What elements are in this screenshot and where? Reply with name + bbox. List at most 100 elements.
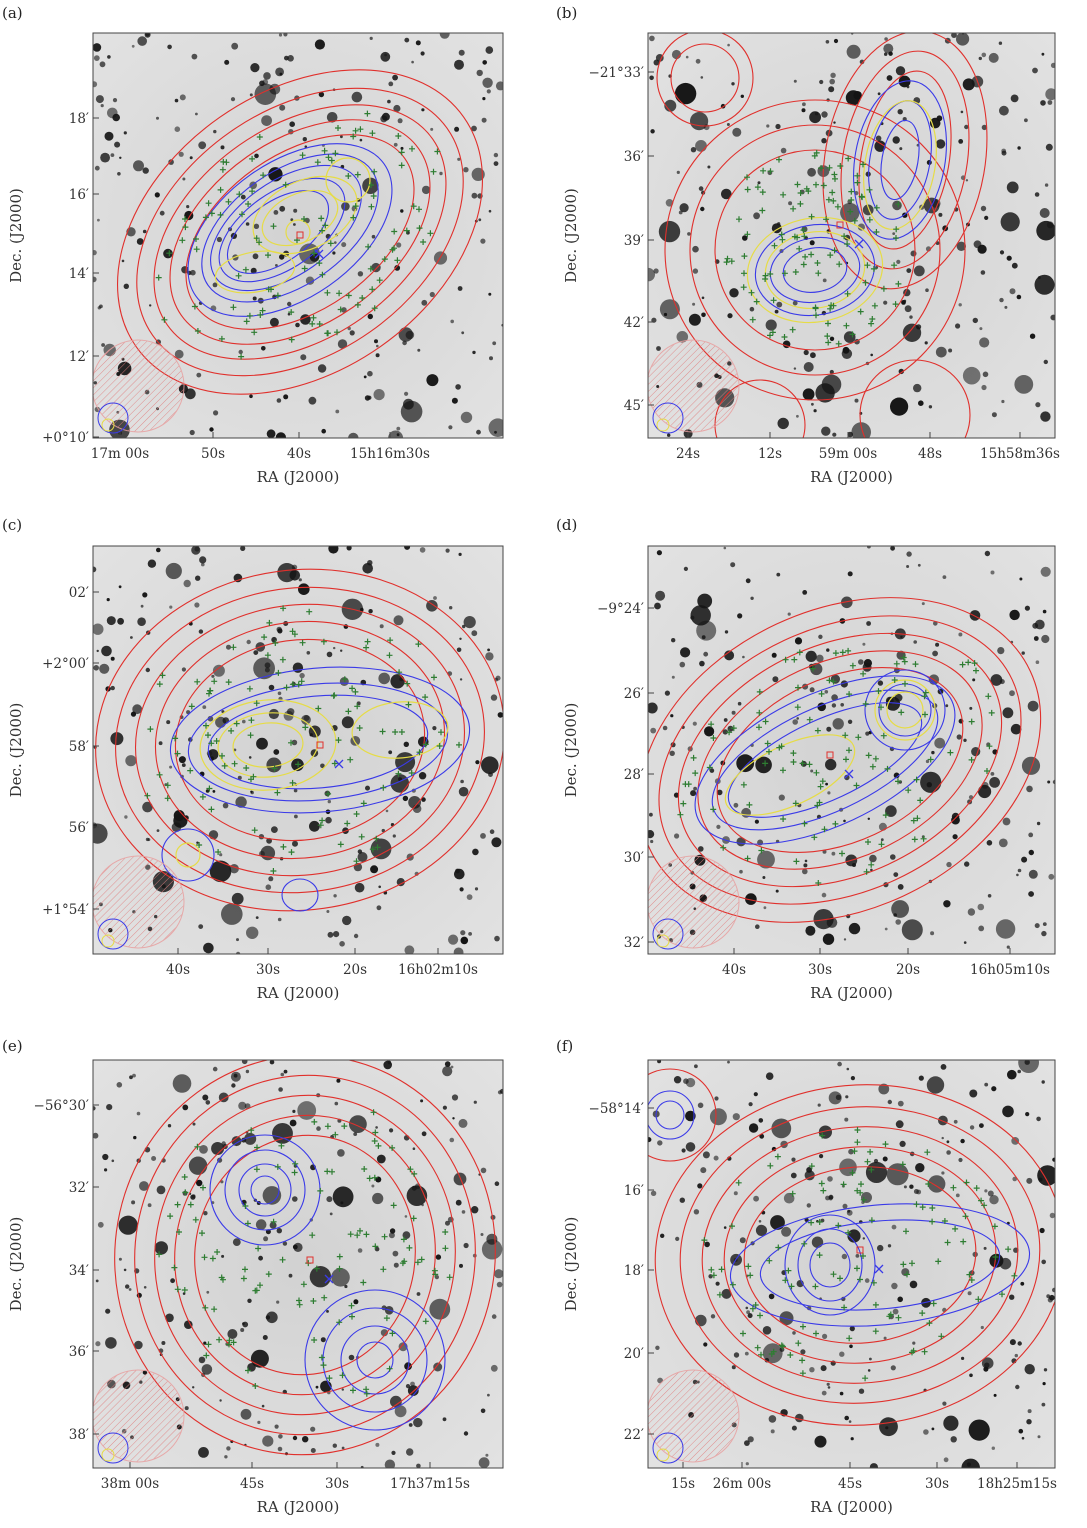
member-plus-marker <box>768 1351 775 1357</box>
star <box>968 795 974 800</box>
centre-symbols <box>296 231 324 259</box>
member-plus-marker <box>827 252 834 259</box>
star <box>421 1131 427 1137</box>
star <box>390 674 405 689</box>
contours <box>116 69 484 395</box>
member-plus-marker <box>296 1301 303 1308</box>
star <box>917 563 921 567</box>
member-plus-marker <box>248 1127 255 1134</box>
x-axis-label: RA (J2000) <box>810 1498 893 1516</box>
star <box>1037 1435 1041 1439</box>
member-plus-marker <box>407 1166 414 1173</box>
star <box>852 863 856 867</box>
member-plus-marker <box>991 1223 998 1230</box>
star <box>658 220 681 243</box>
star <box>329 1212 333 1216</box>
star <box>95 95 104 104</box>
star <box>821 111 828 118</box>
star <box>430 127 434 131</box>
star <box>118 585 122 589</box>
star <box>882 1156 888 1162</box>
panel-frame <box>92 32 504 439</box>
star <box>253 657 275 680</box>
y-tick-label: 22′ <box>624 1427 644 1443</box>
member-plus-marker <box>327 240 334 247</box>
star <box>765 319 777 331</box>
star <box>460 779 464 784</box>
member-plus-marker <box>797 190 804 196</box>
blue-contour <box>782 247 848 293</box>
member-plus-marker <box>369 130 376 137</box>
star <box>1006 181 1019 194</box>
star <box>434 1275 439 1280</box>
star <box>989 777 1000 788</box>
star <box>292 1196 298 1202</box>
star <box>388 81 394 87</box>
star <box>685 55 689 59</box>
star <box>763 906 767 910</box>
member-plus-marker <box>710 1272 717 1279</box>
member-plus-marker <box>899 1161 906 1168</box>
member-plus-marker <box>818 165 824 172</box>
star <box>826 648 830 652</box>
member-plus-marker <box>802 253 809 260</box>
star <box>224 59 230 65</box>
member-plus-marker <box>824 333 831 340</box>
star <box>269 1060 275 1065</box>
star <box>388 1232 395 1239</box>
member-plus-marker <box>271 765 278 772</box>
star <box>793 367 797 370</box>
star <box>877 1244 884 1252</box>
member-plus-marker <box>349 1313 355 1320</box>
star <box>488 209 492 213</box>
star <box>418 772 427 780</box>
y-tick-label: 18′ <box>624 1263 644 1279</box>
star <box>258 1255 263 1261</box>
star <box>316 1126 321 1131</box>
star <box>165 562 182 580</box>
star <box>843 938 847 941</box>
member-markers <box>144 605 462 874</box>
star <box>854 398 859 403</box>
star <box>840 703 844 707</box>
star <box>461 331 465 335</box>
star <box>809 1367 815 1373</box>
member-plus-marker <box>963 1179 970 1186</box>
member-plus-marker <box>796 649 803 656</box>
member-plus-marker <box>914 815 921 822</box>
member-plus-marker <box>729 1223 735 1230</box>
star <box>790 1172 797 1179</box>
blue-contour <box>281 878 319 912</box>
star <box>478 1457 490 1468</box>
yellow-contour <box>351 701 449 759</box>
member-plus-marker <box>387 637 394 644</box>
star <box>1009 1339 1016 1346</box>
star <box>895 919 901 925</box>
star <box>649 812 653 817</box>
star <box>766 124 770 128</box>
star <box>958 1157 963 1163</box>
member-plus-marker <box>920 835 927 842</box>
star <box>326 1196 333 1203</box>
star <box>757 181 761 185</box>
member-plus-marker <box>383 1315 390 1322</box>
member-plus-marker <box>1005 1246 1012 1253</box>
member-plus-marker <box>339 1372 346 1379</box>
member-plus-marker <box>366 1175 373 1182</box>
member-plus-marker <box>840 1181 847 1188</box>
star <box>488 418 503 437</box>
member-plus-marker <box>740 781 747 788</box>
star <box>805 925 816 936</box>
star <box>384 1459 396 1468</box>
star <box>810 352 816 359</box>
red-contour <box>136 87 464 377</box>
star <box>348 432 359 438</box>
member-plus-marker <box>944 1239 951 1246</box>
star <box>207 715 214 722</box>
member-plus-marker <box>199 793 206 800</box>
blue-beam-circle <box>97 918 129 950</box>
member-plus-marker <box>905 787 912 794</box>
member-plus-marker <box>320 1362 327 1369</box>
member-plus-marker <box>389 246 396 253</box>
star <box>969 1373 973 1378</box>
